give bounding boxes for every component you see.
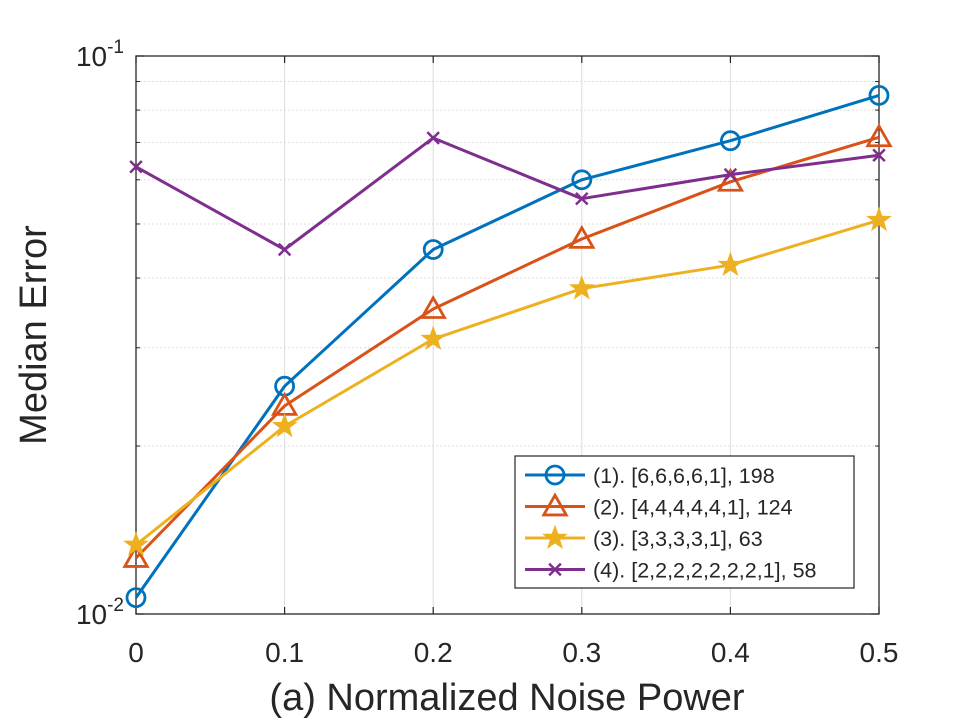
x-tick-label: 0.3 (562, 637, 601, 668)
legend-label: (3). [3,3,3,3,1], 63 (593, 527, 763, 551)
y-tick-label: 10-2 (76, 595, 124, 630)
legend-item-1: (1). [6,6,6,6,1], 198 (525, 464, 775, 488)
data-point (122, 543, 150, 568)
x-tick-label: 0.2 (414, 637, 453, 668)
data-point (125, 587, 147, 609)
data-point (571, 169, 593, 191)
series-3 (123, 206, 892, 556)
series-4 (129, 131, 886, 257)
data-point (568, 224, 596, 249)
axes: 0 0.1 0.2 0.3 0.4 0.5 10-1 10-2 (76, 37, 899, 668)
x-tick-label: 0.1 (265, 637, 304, 668)
data-point (544, 464, 566, 486)
series-line (134, 93, 880, 599)
data-point (548, 562, 562, 577)
data-point (568, 275, 595, 300)
data-point (419, 294, 447, 319)
series-group (122, 84, 893, 609)
legend-item-2: (2). [4,4,4,4,4,1], 124 (525, 492, 793, 520)
series-1 (125, 84, 890, 609)
data-point (720, 130, 741, 152)
legend: (1). [6,6,6,6,1], 198 (2). [4,4,4,4,4,1],… (514, 455, 855, 589)
data-point (426, 131, 440, 145)
legend-label: (2). [4,4,4,4,4,1], 124 (593, 496, 793, 520)
y-axis-label: Median Error (13, 225, 55, 445)
series-line (135, 136, 880, 252)
data-point (872, 148, 886, 162)
legend-label: (4). [2,2,2,2,2,2,2,1], 58 (593, 559, 817, 583)
data-point (717, 251, 744, 277)
y-tick-label: 10-1 (76, 37, 124, 72)
series-line (135, 218, 880, 547)
data-point (541, 492, 569, 517)
plot-frame (135, 55, 880, 615)
data-point (422, 239, 444, 260)
x-tick-label: 0.4 (711, 637, 750, 668)
x-tick-label: 0 (128, 637, 144, 668)
data-point (123, 531, 149, 556)
data-point (129, 160, 143, 174)
data-point (723, 167, 738, 182)
data-point (575, 191, 589, 206)
data-point (420, 325, 447, 350)
data-point (868, 84, 890, 106)
data-point (277, 242, 292, 257)
legend-label: (1). [6,6,6,6,1], 198 (593, 464, 775, 488)
legend-item-4: (4). [2,2,2,2,2,2,2,1], 58 (525, 559, 817, 583)
data-point (271, 412, 298, 438)
data-point (866, 206, 892, 232)
series-line (134, 135, 880, 560)
legend-box (514, 455, 855, 589)
x-axis-label: (a) Normalized Noise Power (269, 677, 744, 719)
x-tick-label: 0.5 (860, 637, 899, 668)
data-point (542, 524, 568, 549)
legend-item-3: (3). [3,3,3,3,1], 63 (525, 524, 763, 551)
data-point (865, 123, 893, 148)
